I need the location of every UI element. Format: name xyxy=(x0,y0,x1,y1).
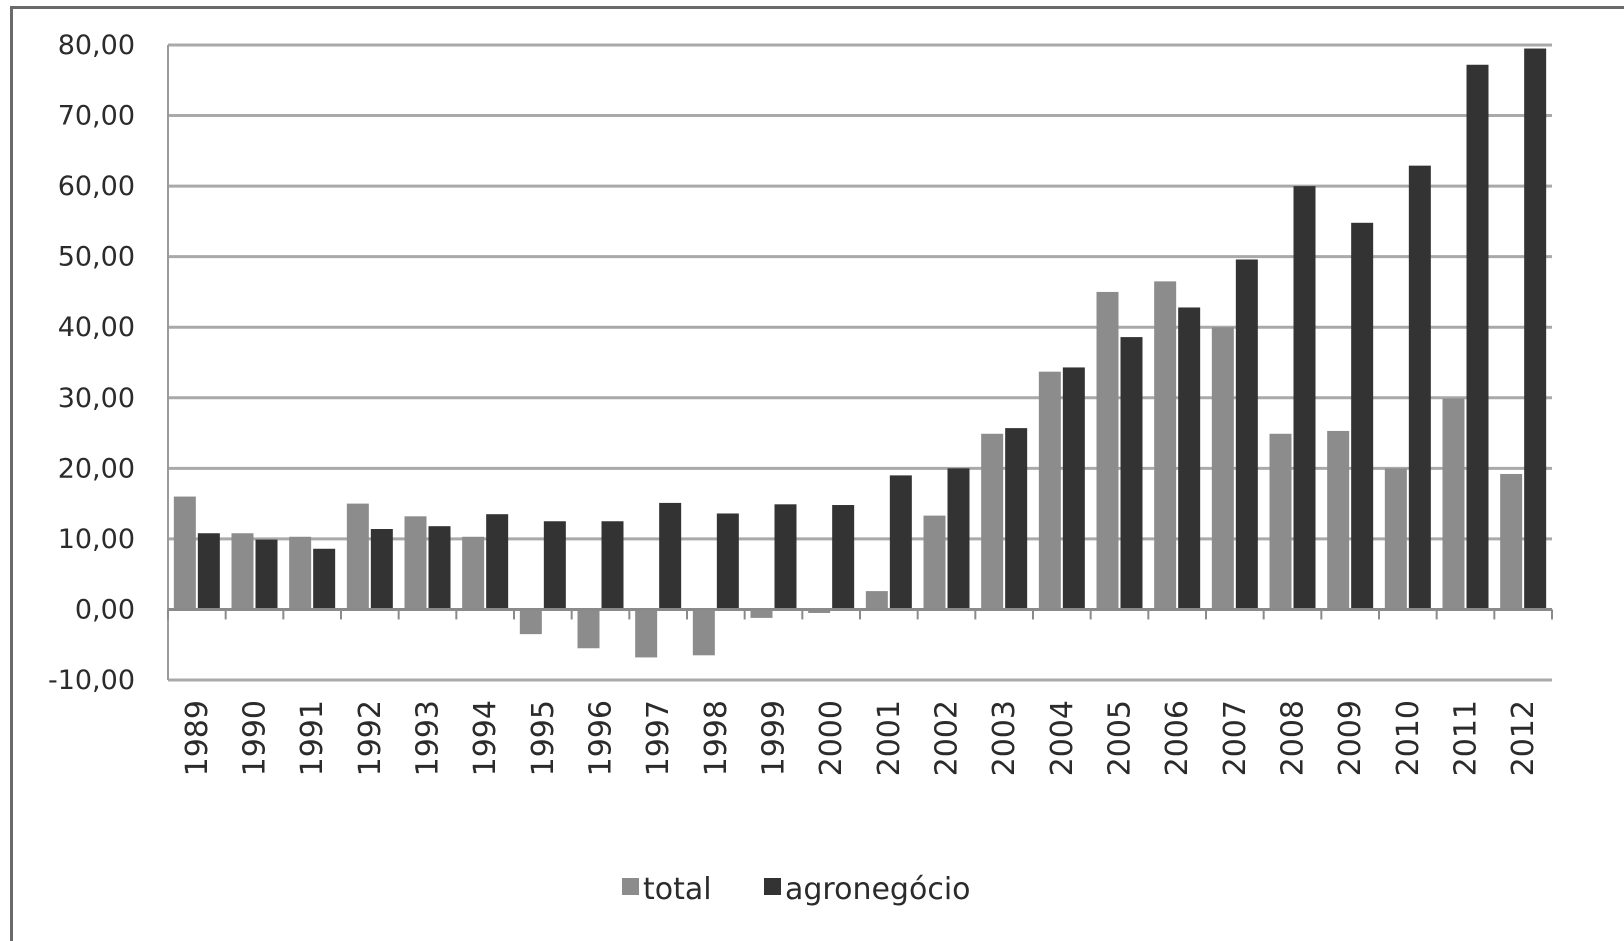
x-tick-label: 2009 xyxy=(1333,700,1368,776)
x-tick-label: 1995 xyxy=(526,700,561,776)
bar-total xyxy=(750,609,773,618)
bar-agronegocio xyxy=(1062,367,1085,610)
x-tick-label: 1996 xyxy=(584,700,619,776)
bar-total xyxy=(462,536,485,610)
bar-total xyxy=(1269,433,1292,610)
bar-total xyxy=(1096,291,1119,610)
y-tick-label: 80,00 xyxy=(58,30,135,61)
bar-total xyxy=(346,503,369,610)
bar-total xyxy=(577,609,600,649)
bar-total xyxy=(173,496,196,610)
bar-total xyxy=(404,516,427,610)
y-tick-label: 70,00 xyxy=(58,101,135,132)
x-tick-label: 1994 xyxy=(468,700,503,776)
x-tick-label: 1989 xyxy=(180,700,215,776)
bar-agronegocio xyxy=(1293,186,1316,610)
x-tick-label: 2006 xyxy=(1160,700,1195,776)
x-tick-label: 2004 xyxy=(1045,700,1080,776)
bar-agronegocio xyxy=(659,502,682,610)
x-tick-label: 2001 xyxy=(872,700,907,776)
x-tick-label: 2003 xyxy=(987,700,1022,776)
x-tick-label: 2007 xyxy=(1218,700,1253,776)
bar-agronegocio xyxy=(370,529,393,610)
x-tick-label: 2000 xyxy=(814,700,849,776)
y-tick-label: 60,00 xyxy=(58,171,135,202)
chart-frame xyxy=(10,6,1624,941)
x-tick-label: 1998 xyxy=(699,700,734,776)
bar-total xyxy=(519,609,542,635)
bar-agronegocio xyxy=(832,505,855,610)
x-tick-label: 2011 xyxy=(1449,700,1484,776)
y-tick-label: 30,00 xyxy=(58,383,135,414)
bar-agronegocio xyxy=(716,513,739,610)
bar-agronegocio xyxy=(197,533,220,610)
bar-total xyxy=(692,609,715,656)
bar-total xyxy=(1211,327,1234,610)
legend-label-total: total xyxy=(643,872,712,907)
bar-agronegocio xyxy=(486,514,509,610)
x-tick-labels: 1989 1990 1991 1992 1993 1994 1995 1996 1997 1998… xyxy=(180,700,1541,776)
bar-total xyxy=(1384,468,1407,610)
bar-agronegocio xyxy=(1005,428,1028,610)
y-tick-label: 50,00 xyxy=(58,242,135,273)
bar-agronegocio xyxy=(313,548,336,610)
x-tick-label: 1990 xyxy=(238,700,273,776)
x-tick-label: 1997 xyxy=(641,700,676,776)
bar-agronegocio xyxy=(428,526,451,610)
bar-total xyxy=(981,433,1004,610)
legend-swatch-total xyxy=(622,878,639,895)
axes xyxy=(167,45,1553,680)
bar-total xyxy=(1442,398,1465,610)
x-tick-label: 1991 xyxy=(295,700,330,776)
legend-label-agronegocio: agronegócio xyxy=(785,872,971,907)
x-tick-label: 1999 xyxy=(757,700,792,776)
y-tick-label: 0,00 xyxy=(75,594,135,625)
bar-agronegocio xyxy=(601,521,624,610)
bars xyxy=(173,48,1547,658)
x-tick-label: 2002 xyxy=(930,700,965,776)
bar-agronegocio xyxy=(1120,337,1143,610)
bar-total xyxy=(231,533,254,610)
y-tick-label: 40,00 xyxy=(58,312,135,343)
x-tick-label: 1992 xyxy=(353,700,388,776)
x-tick-label: 2005 xyxy=(1103,700,1138,776)
x-tick-label: 2008 xyxy=(1276,700,1311,776)
bar-total xyxy=(1154,281,1177,610)
bar-agronegocio xyxy=(1408,165,1431,610)
bar-agronegocio xyxy=(1235,259,1258,610)
bar-agronegocio xyxy=(947,468,970,610)
bar-agronegocio xyxy=(1351,222,1374,610)
legend: total agronegócio xyxy=(622,872,971,907)
bar-agronegocio xyxy=(774,504,797,610)
bar-total xyxy=(1327,430,1350,610)
y-tick-labels: 80,00 70,00 60,00 50,00 40,00 30,00 20,00 10,00… xyxy=(48,30,135,696)
legend-swatch-agronegocio xyxy=(764,878,781,895)
bar-agronegocio xyxy=(255,539,278,610)
bar-total xyxy=(635,609,658,658)
bar-total xyxy=(865,591,888,610)
bar-total xyxy=(1038,371,1061,610)
bar-agronegocio xyxy=(1524,48,1547,610)
bar-agronegocio xyxy=(889,475,912,610)
y-tick-label: 20,00 xyxy=(58,453,135,484)
bar-agronegocio xyxy=(1466,64,1489,610)
bar-total xyxy=(808,609,831,613)
bar-total xyxy=(289,536,312,610)
x-tick-label: 1993 xyxy=(411,700,446,776)
bar-total xyxy=(1500,473,1523,610)
bar-total xyxy=(923,515,946,610)
x-tick-label: 2012 xyxy=(1506,700,1541,776)
y-tick-label: -10,00 xyxy=(48,665,135,696)
bar-agronegocio xyxy=(1178,307,1201,610)
x-tick-label: 2010 xyxy=(1391,700,1426,776)
bar-agronegocio xyxy=(543,521,566,610)
y-tick-label: 10,00 xyxy=(58,524,135,555)
